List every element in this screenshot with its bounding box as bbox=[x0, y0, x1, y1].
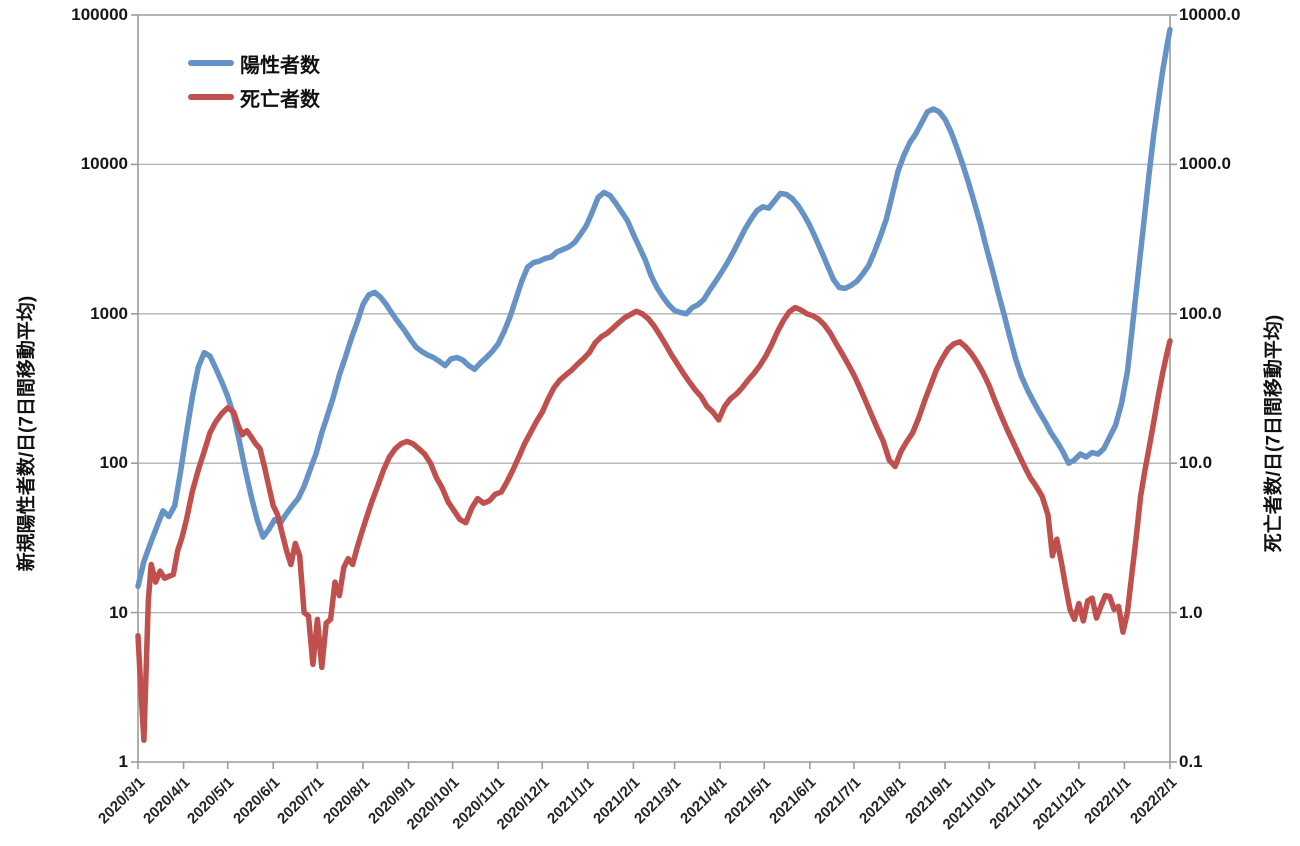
x-axis-tick-label: 2020/8/1 bbox=[319, 774, 373, 828]
x-axis-tick-label: 2021/6/1 bbox=[766, 774, 820, 828]
right-axis-tick-label: 1.0 bbox=[1179, 602, 1203, 622]
left-axis-tick-label: 100000 bbox=[71, 5, 128, 24]
left-axis-tick-label: 10000 bbox=[80, 154, 128, 174]
right-axis-tick-label: 100.0 bbox=[1179, 303, 1222, 323]
right-axis-title: 死亡者数/日(7日間移動平均) bbox=[1263, 314, 1285, 553]
cases-line-swatch bbox=[188, 60, 234, 66]
legend: 陽性者数 死亡者数 bbox=[188, 50, 320, 118]
cases-line bbox=[135, 26, 1173, 590]
right-axis-tick-label: 1000.0 bbox=[1179, 154, 1231, 174]
axis-ticks bbox=[131, 14, 1177, 769]
deaths-line-swatch bbox=[188, 94, 234, 100]
x-axis-tick-label: 2020/6/1 bbox=[229, 774, 284, 828]
right-axis-tick-label: 0.1 bbox=[1179, 752, 1203, 771]
legend-item-deaths: 死亡者数 bbox=[188, 84, 320, 111]
x-axis-tick-label: 2022/1/1 bbox=[1081, 774, 1135, 828]
x-axis-tick-label: 2022/2/1 bbox=[1126, 774, 1181, 828]
left-axis-tick-label: 1 bbox=[118, 752, 128, 771]
x-axis-tick-label: 2021/7/1 bbox=[810, 774, 864, 828]
x-axis-tick-label: 2021/4/1 bbox=[676, 774, 731, 828]
x-axis-tick-label: 2020/3/1 bbox=[94, 774, 149, 828]
left-axis-tick-label: 100 bbox=[99, 453, 128, 473]
left-axis-tick-label: 10 bbox=[109, 602, 128, 622]
x-axis-tick-label: 2021/1/1 bbox=[544, 774, 598, 828]
x-axis-tick-label: 2021/5/1 bbox=[720, 774, 775, 828]
right-axis-tick-label: 10000.0 bbox=[1179, 5, 1241, 24]
left-axis-tick-label: 1000 bbox=[90, 303, 128, 323]
legend-item-cases: 陽性者数 bbox=[188, 50, 320, 77]
left-axis-title: 新規陽性者数/日(7日間移動平均) bbox=[16, 295, 38, 572]
x-axis-tick-label: 2020/7/1 bbox=[274, 774, 328, 828]
x-axis-tick-label: 2021/8/1 bbox=[856, 774, 910, 828]
axis-frame bbox=[137, 14, 1171, 763]
cases-legend-label: 陽性者数 bbox=[240, 54, 320, 77]
deaths-line bbox=[135, 304, 1173, 743]
plot-area bbox=[131, 14, 1177, 769]
x-axis-tick-label: 2020/5/1 bbox=[184, 774, 238, 828]
right-axis-tick-label: 10.0 bbox=[1179, 453, 1213, 473]
deaths-legend-label: 死亡者数 bbox=[240, 88, 320, 111]
x-axis-tick-label: 2020/4/1 bbox=[140, 774, 194, 828]
